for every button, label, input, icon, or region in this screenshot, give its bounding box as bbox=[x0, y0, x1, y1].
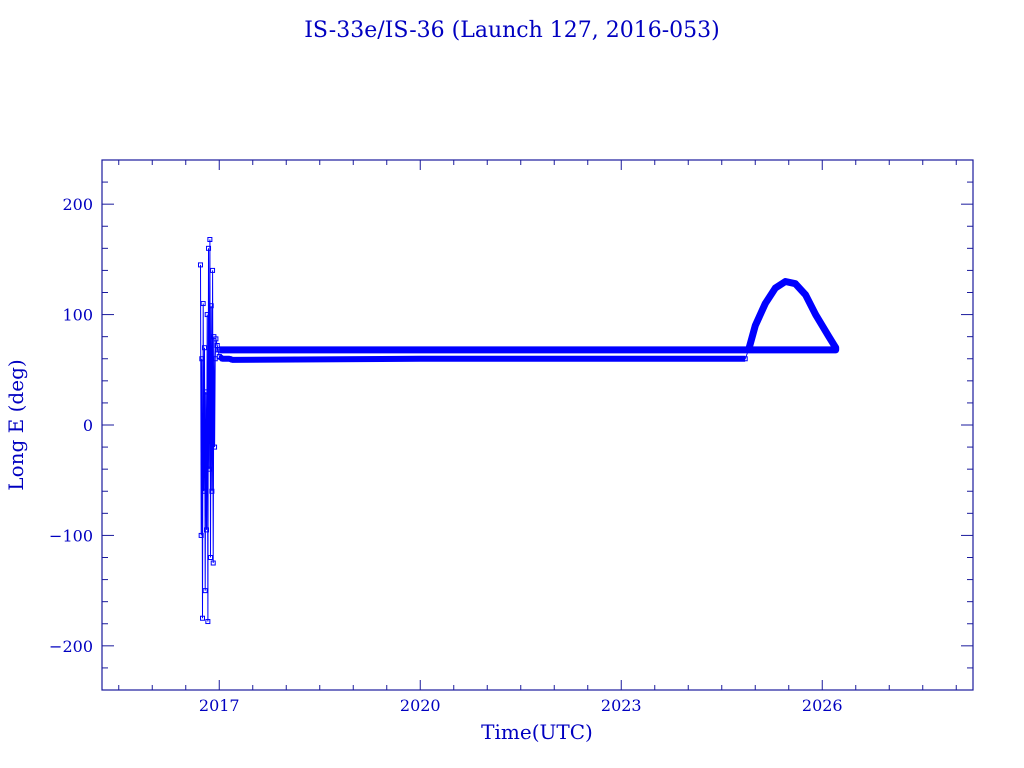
y-tick-label: 200 bbox=[62, 195, 93, 214]
y-tick-label: −100 bbox=[49, 526, 93, 545]
axis-ticks bbox=[102, 160, 973, 690]
y-tick-label: −200 bbox=[49, 637, 93, 656]
data-point bbox=[202, 345, 208, 351]
data-point bbox=[202, 588, 208, 594]
data-point bbox=[204, 527, 210, 533]
data-point bbox=[210, 267, 216, 273]
series-band-lower bbox=[217, 354, 746, 363]
data-point bbox=[201, 488, 207, 494]
axis-tick-labels: 2017 2020 2023 2026 200 100 0 −100 −200 bbox=[49, 195, 843, 715]
x-axis-label: Time(UTC) bbox=[481, 720, 593, 744]
data-point bbox=[209, 488, 215, 494]
data-point bbox=[200, 301, 206, 307]
y-tick-label: 100 bbox=[62, 306, 93, 325]
plot-frame bbox=[101, 159, 974, 691]
data-point bbox=[200, 615, 205, 621]
data-point bbox=[210, 560, 216, 566]
data-point bbox=[203, 389, 209, 395]
x-tick-label: 2017 bbox=[199, 696, 240, 715]
x-tick-label: 2020 bbox=[400, 696, 441, 715]
chart-title: IS-33e/IS-36 (Launch 127, 2016-053) bbox=[304, 18, 720, 43]
data-point bbox=[206, 466, 212, 472]
data-point bbox=[197, 262, 203, 268]
series-band-upper bbox=[219, 278, 840, 354]
series-line bbox=[200, 239, 837, 622]
data-point bbox=[207, 237, 213, 242]
data-point bbox=[205, 619, 211, 625]
data-point bbox=[208, 303, 214, 309]
x-tick-label: 2023 bbox=[601, 696, 642, 715]
series-group bbox=[197, 237, 840, 625]
data-point bbox=[206, 245, 212, 251]
data-point bbox=[212, 444, 218, 450]
data-point bbox=[199, 356, 205, 362]
y-tick-label: 0 bbox=[83, 416, 93, 435]
data-point bbox=[204, 312, 210, 318]
data-point bbox=[208, 555, 214, 560]
data-point bbox=[213, 336, 219, 342]
data-point bbox=[198, 532, 204, 538]
y-axis-label: Long E (deg) bbox=[4, 359, 28, 490]
x-tick-label: 2026 bbox=[802, 696, 843, 715]
